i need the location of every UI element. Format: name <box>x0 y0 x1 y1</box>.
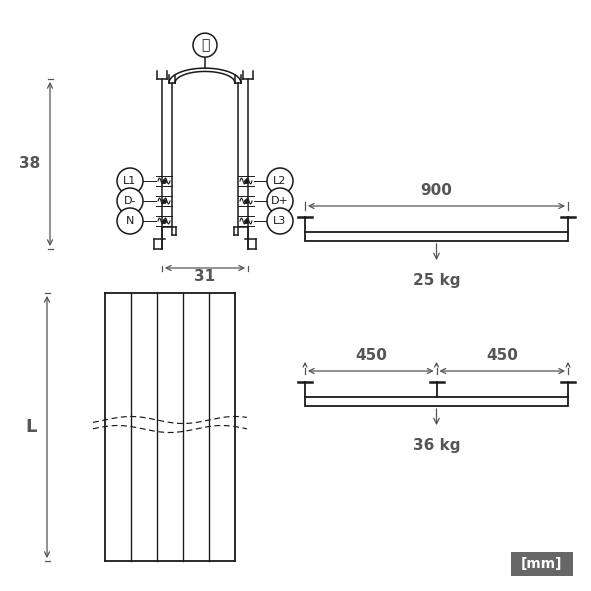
Text: D-: D- <box>124 196 137 206</box>
Text: L1: L1 <box>124 176 137 186</box>
Text: L2: L2 <box>273 176 287 186</box>
Circle shape <box>267 188 293 214</box>
Circle shape <box>117 208 143 234</box>
Circle shape <box>267 208 293 234</box>
Text: L: L <box>25 418 37 436</box>
Text: 450: 450 <box>486 348 518 363</box>
Text: ⏚: ⏚ <box>201 38 209 52</box>
Text: 450: 450 <box>355 348 387 363</box>
Circle shape <box>117 188 143 214</box>
Text: 25 kg: 25 kg <box>413 273 460 288</box>
Bar <box>511 552 573 576</box>
Circle shape <box>193 33 217 57</box>
Text: L3: L3 <box>274 216 287 226</box>
Text: 31: 31 <box>194 269 216 284</box>
Text: 900: 900 <box>421 183 453 198</box>
Text: [mm]: [mm] <box>521 557 563 571</box>
Text: D+: D+ <box>271 196 289 206</box>
Circle shape <box>117 168 143 194</box>
Text: 38: 38 <box>19 157 40 171</box>
Text: 36 kg: 36 kg <box>413 438 460 453</box>
Bar <box>305 397 568 406</box>
Bar <box>305 232 568 241</box>
Text: N: N <box>126 216 134 226</box>
Circle shape <box>267 168 293 194</box>
